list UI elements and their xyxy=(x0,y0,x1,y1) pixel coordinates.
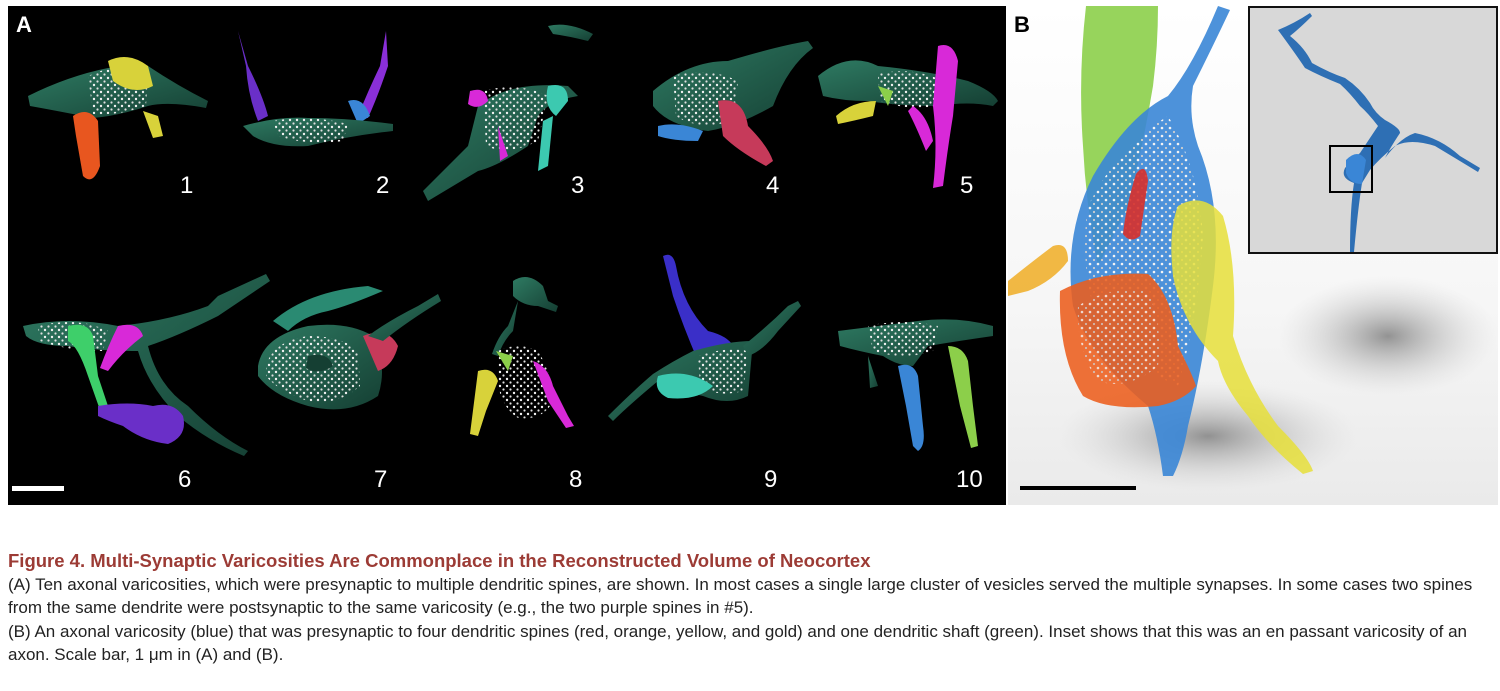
caption-paragraph-a: (A) Ten axonal varicosities, which were … xyxy=(8,574,1473,618)
panel-b-letter: B xyxy=(1014,12,1030,37)
varicosity-number: 9 xyxy=(764,466,778,493)
panel-a: A 1 2 3 4 5 6 7 8 9 10 xyxy=(8,6,1006,505)
varicosity-6 xyxy=(23,274,270,456)
varicosity-9 xyxy=(608,254,801,421)
figure-4: A 1 2 3 4 5 6 7 8 9 10 xyxy=(8,6,1498,505)
varicosity-7 xyxy=(258,286,441,410)
varicosity-5 xyxy=(818,45,998,188)
caption-paragraph-b: (B) An axonal varicosity (blue) that was… xyxy=(8,621,1467,665)
panel-b-reconstruction xyxy=(1008,6,1498,491)
scale-bar-a xyxy=(12,486,64,491)
varicosity-number: 2 xyxy=(376,172,390,199)
varicosity-number: 7 xyxy=(374,466,388,493)
caption-title: Figure 4. Multi-Synaptic Varicosities Ar… xyxy=(8,550,871,571)
varicosity-number: 4 xyxy=(766,172,780,199)
figure-caption: Figure 4. Multi-Synaptic Varicosities Ar… xyxy=(8,549,1498,667)
inset-axon-trace xyxy=(1278,13,1480,252)
panel-a-reconstructions xyxy=(23,24,998,456)
scale-bar-b xyxy=(1020,486,1136,490)
varicosity-3 xyxy=(423,24,593,201)
inset-axon-overview xyxy=(1248,6,1498,254)
varicosity-number: 8 xyxy=(569,466,583,493)
panel-a-letter: A xyxy=(16,12,32,37)
varicosity-10 xyxy=(838,319,993,451)
varicosity-number: 3 xyxy=(571,172,585,199)
varicosity-1 xyxy=(28,57,208,180)
panel-b: B xyxy=(1008,6,1498,505)
varicosity-number: 1 xyxy=(180,172,194,199)
varicosity-number: 10 xyxy=(956,466,983,493)
varicosity-8 xyxy=(470,277,574,436)
varicosity-2 xyxy=(238,31,393,147)
varicosity-number: 6 xyxy=(178,466,192,493)
varicosity-number: 5 xyxy=(960,172,974,199)
varicosity-4 xyxy=(653,41,813,166)
